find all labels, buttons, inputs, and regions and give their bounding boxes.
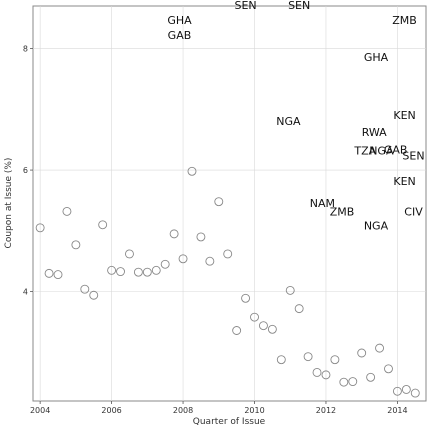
data-point [80,284,90,294]
country-label: NGA [369,145,394,158]
country-label: ZMB [392,14,417,27]
y-tick-label: 8 [23,45,28,54]
data-point [35,223,45,233]
country-label: CIV [404,205,423,218]
data-point [116,267,125,277]
data-point [196,232,206,242]
gridlines [33,6,426,401]
country-label: SEN [402,149,424,162]
data-point [142,267,152,277]
axis-ticks: 2004 2006 2008 2010 2012 2014 4 6 8 [23,45,408,415]
data-point [294,304,304,314]
data-points [35,166,420,398]
data-point [98,220,108,230]
data-point [107,265,117,275]
y-tick-label: 6 [23,166,28,175]
x-tick-label: 2008 [173,406,193,415]
data-point [276,355,286,365]
data-point [285,285,295,295]
data-point [133,267,143,277]
data-point [348,377,358,387]
data-point [312,367,322,377]
data-point [53,270,63,280]
data-point [241,293,251,303]
country-label: GHA [364,51,389,64]
x-tick-label: 2014 [387,406,407,415]
data-point [160,259,170,269]
data-point [44,268,54,278]
x-tick-label: 2006 [101,406,121,415]
data-point [250,312,259,322]
country-label: TZA [353,145,376,158]
country-label: NGA [364,219,389,232]
plot-panel [32,5,427,402]
data-point [214,197,224,207]
country-label: NGA [276,115,301,128]
country-label: SEN [234,0,256,12]
data-point [223,249,233,259]
country-label: SEN [288,0,310,12]
data-point [71,240,81,250]
x-tick-label: 2010 [244,406,264,415]
data-point [151,265,161,275]
country-label: KEN [393,109,415,122]
x-tick-label: 2012 [316,406,336,415]
data-point [62,206,72,216]
country-label: KEN [393,175,415,188]
country-label: GHA [167,14,192,27]
country-label: RWA [362,126,387,139]
y-axis-label: Coupon at Issue (%) [4,158,14,249]
x-tick-label: 2004 [30,406,50,415]
data-point [357,348,367,358]
data-point [125,249,134,259]
country-label: GAB [384,143,408,156]
data-point [401,385,411,394]
data-point [205,256,215,266]
data-point [392,386,402,396]
data-point [187,166,197,176]
data-point [89,290,99,300]
data-point [232,326,242,335]
data-point [267,324,277,334]
data-point [178,254,188,264]
data-point [321,370,331,380]
data-point [169,229,179,239]
data-point [303,352,313,362]
data-point [258,321,268,331]
country-label: GAB [168,29,192,42]
data-point [375,343,385,353]
country-label: NAM [310,197,335,210]
country-label: ZMB [330,205,355,218]
data-point [366,372,376,382]
data-point [339,377,349,387]
data-point [410,388,420,398]
data-point [330,355,340,365]
data-point [384,364,393,374]
y-tick-label: 4 [23,288,28,297]
x-axis-label: Quarter of Issue [193,417,266,427]
